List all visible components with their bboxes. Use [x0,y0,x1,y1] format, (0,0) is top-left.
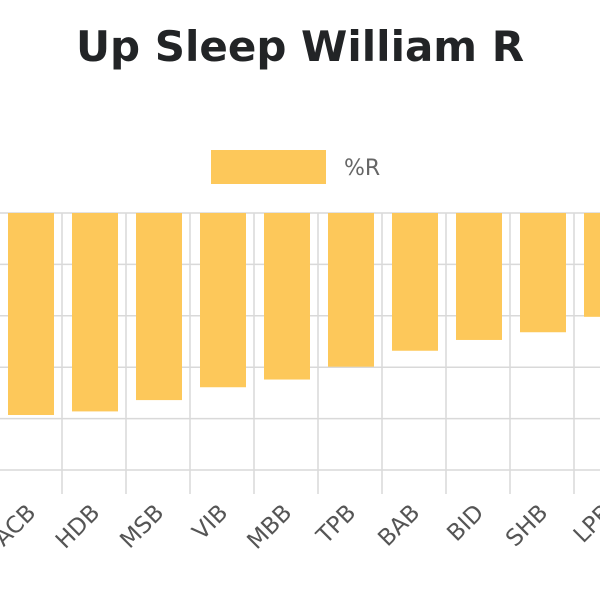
bar-tpb[interactable] [328,213,374,367]
bar-msb[interactable] [136,213,182,401]
legend[interactable]: %R [211,150,380,184]
x-tick-label: BAB [373,500,425,552]
bars [8,213,600,416]
bar-lpb[interactable] [584,213,600,317]
chart-title: Up Sleep William R [75,22,525,71]
bar-vib[interactable] [200,213,246,388]
x-tick-label: BID [442,500,489,547]
x-tick-label: TPB [311,500,361,550]
x-tick-label: VIB [188,500,233,545]
x-tick-label: ACB [0,500,41,552]
x-tick-label: LPB [569,500,600,548]
legend-swatch [211,150,326,184]
x-tick-label: HDB [51,500,105,554]
bar-acb[interactable] [8,213,54,416]
bar-mbb[interactable] [264,213,310,380]
bar-hdb[interactable] [72,213,118,412]
x-tick-label: SHB [501,500,553,552]
bar-shb[interactable] [520,213,566,333]
x-tick-label: MBB [243,500,298,555]
x-axis-labels: ACB HDB MSB VIB MBB TPB BAB BID SHB LPB [0,500,600,555]
x-tick-label: MSB [115,500,169,554]
bar-bab[interactable] [392,213,438,351]
bar-bid[interactable] [456,213,502,340]
legend-label: %R [344,156,380,181]
